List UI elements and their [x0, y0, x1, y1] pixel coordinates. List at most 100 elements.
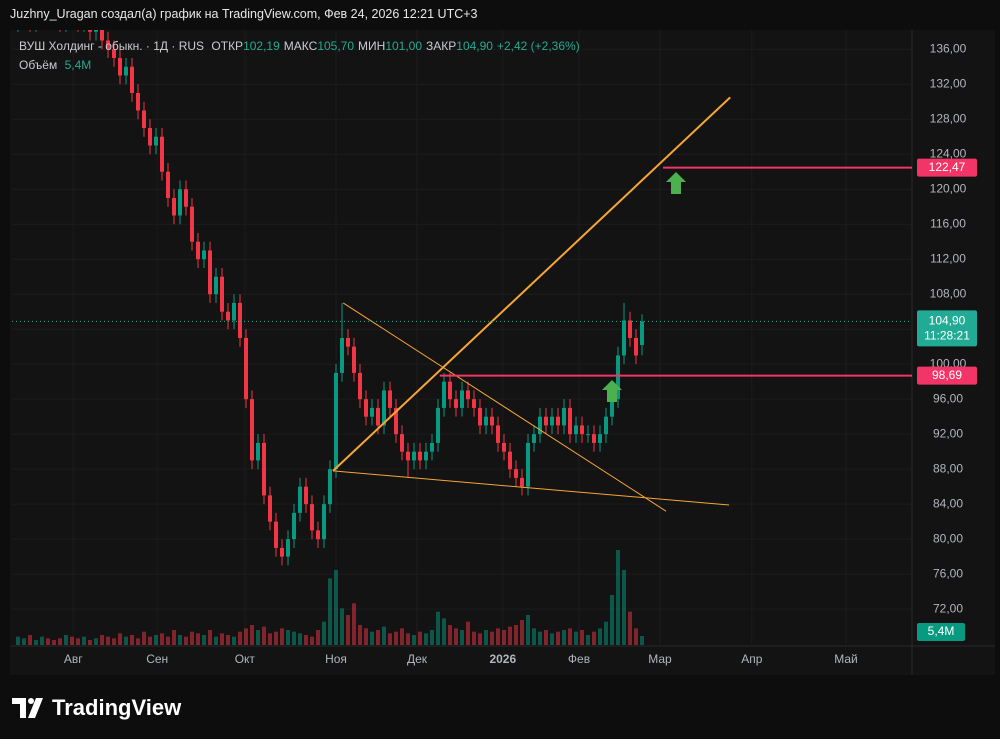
- volume-bar: [610, 595, 614, 645]
- volume-bar: [418, 631, 422, 645]
- volume-bar: [532, 628, 536, 645]
- candle-body: [214, 276, 218, 295]
- candle-body: [202, 250, 206, 260]
- candle-body: [340, 337, 344, 373]
- candle-body: [310, 504, 314, 531]
- volume-bar: [40, 636, 44, 645]
- volume-bar: [634, 628, 638, 645]
- candle-body: [478, 407, 482, 426]
- candle-body: [178, 189, 182, 216]
- volume-bar: [346, 615, 350, 645]
- y-tick-label: 76,00: [933, 566, 963, 580]
- candle-body: [316, 530, 320, 540]
- volume-bar: [496, 628, 500, 645]
- y-tick-label: 96,00: [933, 391, 963, 405]
- candle-body: [430, 442, 434, 452]
- candle-body: [148, 127, 152, 146]
- volume-bar: [256, 630, 260, 645]
- volume-tag-label: 5,4M: [928, 624, 955, 638]
- volume-bar: [58, 638, 62, 645]
- candle-body: [130, 66, 134, 93]
- volume-bar: [358, 625, 362, 645]
- volume-legend: Объём 5,4M: [19, 58, 95, 72]
- y-tick-label: 108,00: [930, 286, 967, 300]
- volume-bar: [586, 635, 590, 645]
- volume-bar: [382, 626, 386, 645]
- volume-bar: [424, 633, 428, 645]
- volume-bar: [124, 636, 128, 645]
- volume-bar: [274, 631, 278, 645]
- candle-body: [268, 495, 272, 522]
- volume-bar: [478, 633, 482, 645]
- volume-bar: [136, 638, 140, 645]
- volume-bar: [94, 638, 98, 645]
- trend-line: [332, 96, 731, 472]
- volume-bar: [598, 628, 602, 645]
- volume-bar: [412, 635, 416, 645]
- y-tick-label: 84,00: [933, 496, 963, 510]
- volume-bar: [526, 615, 530, 645]
- volume-bar: [406, 633, 410, 645]
- volume-bar: [310, 636, 314, 645]
- x-tick-label: Сен: [146, 652, 168, 666]
- candle-body: [484, 416, 488, 426]
- candle-body: [280, 547, 284, 557]
- candle-body: [496, 425, 500, 443]
- candles: [17, 30, 644, 566]
- y-tick-label: 80,00: [933, 531, 963, 545]
- y-tick-label: 72,00: [933, 601, 963, 615]
- candle-body: [622, 320, 626, 356]
- volume-bar: [580, 630, 584, 645]
- volume-bar: [394, 631, 398, 645]
- candle-body: [352, 346, 356, 373]
- volume-bar: [286, 630, 290, 645]
- volume-bar: [82, 636, 86, 645]
- candle-body: [160, 136, 164, 172]
- candle-body: [394, 407, 398, 435]
- volume-bar: [484, 630, 488, 645]
- volume-bar: [34, 640, 38, 645]
- price-tag: [917, 366, 977, 385]
- volume-bar: [268, 633, 272, 645]
- volume-bar: [604, 621, 608, 645]
- y-tick-label: 120,00: [930, 181, 967, 195]
- symbol: ВУШ Холдинг - обыкн. · 1Д · RUS: [19, 39, 205, 53]
- candle-body: [190, 206, 194, 242]
- volume-bar: [106, 636, 110, 645]
- volume-bar: [172, 630, 176, 645]
- candle-body: [334, 372, 338, 470]
- candle-body: [304, 486, 308, 505]
- legend-label: МИН: [358, 39, 386, 53]
- legend-value: 101,00: [385, 39, 423, 53]
- legend-label: ЗАКР: [426, 39, 457, 53]
- candle-body: [550, 416, 554, 426]
- candle-body: [520, 477, 524, 487]
- volume-bar: [226, 635, 230, 645]
- volume-bar: [64, 635, 68, 645]
- candle-body: [610, 399, 614, 417]
- price-tag: [917, 158, 977, 177]
- volume-bar: [280, 628, 284, 645]
- legend-change: +2,42 (+2,36%): [496, 39, 580, 53]
- candle-body: [262, 442, 266, 496]
- volume-bar: [472, 631, 476, 645]
- volume-bar: [448, 625, 452, 645]
- candle-body: [448, 381, 452, 400]
- volume-bar: [322, 621, 326, 645]
- volume-tag: [917, 623, 965, 641]
- y-tick-label: 132,00: [930, 76, 967, 90]
- candle-body: [640, 321, 644, 346]
- candle-body: [196, 241, 200, 260]
- volume-bar: [622, 570, 626, 645]
- legend-value: 105,70: [317, 39, 355, 53]
- volume-bar: [538, 631, 542, 645]
- volume-bar: [250, 625, 254, 645]
- candle-body: [184, 189, 188, 207]
- volume-bar: [154, 635, 158, 645]
- candle-body: [628, 320, 632, 338]
- volume-bar: [178, 635, 182, 645]
- candle-body: [562, 407, 566, 426]
- volume-bar: [244, 628, 248, 645]
- y-tick-label: 116,00: [930, 216, 966, 230]
